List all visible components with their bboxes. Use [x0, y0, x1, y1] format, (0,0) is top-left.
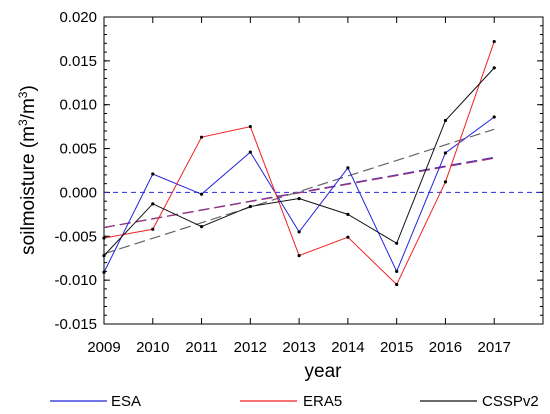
x-tick-label: 2017 — [478, 339, 511, 356]
era5-point — [151, 227, 155, 231]
x-tick-label: 2010 — [136, 339, 169, 356]
csspv2-point — [248, 204, 252, 209]
x-tick-label: 2011 — [185, 339, 217, 356]
x-axis: 2009 2010 2011 2012 2013 2014 2015 2016 2017 — [87, 17, 511, 356]
era5-point — [346, 235, 350, 239]
trend-lines — [103, 128, 495, 255]
era5-trend-line — [103, 157, 495, 229]
csspv2-point — [297, 196, 301, 201]
y-tick-label: -0.015 — [54, 316, 97, 333]
esa-point — [199, 192, 204, 196]
y-tick-label: 0.010 — [59, 97, 97, 114]
csspv2-point — [492, 66, 496, 70]
era5-point — [297, 253, 301, 258]
esa-point — [151, 172, 155, 176]
y-tick-label: -0.005 — [54, 228, 97, 245]
csspv2-point — [346, 212, 350, 216]
esa-point — [395, 269, 399, 273]
csspv2-point — [199, 225, 204, 229]
y-axis-title-exp1: 3 — [16, 119, 30, 126]
csspv2-point — [443, 118, 448, 123]
x-tick-label: 2014 — [331, 339, 364, 356]
y-tick-label: 0.000 — [59, 184, 97, 201]
series-markers — [102, 39, 496, 287]
csspv2-trend-line — [103, 128, 495, 255]
esa-point — [443, 151, 448, 155]
y-axis-title-exp2: 3 — [16, 91, 30, 98]
esa-series-line — [103, 116, 495, 273]
csspv2-point — [102, 253, 106, 258]
csspv2-legend-label: CSSPv2 — [482, 393, 539, 410]
x-tick-label: 2015 — [380, 339, 413, 356]
x-tick-label: 2012 — [234, 339, 267, 356]
esa-point — [248, 150, 252, 154]
y-axis-title: soilmoisture (m3/m3) — [16, 85, 39, 255]
era5-point — [443, 180, 448, 184]
esa-point — [297, 230, 301, 234]
esa-point — [346, 166, 350, 170]
x-tick-label: 2013 — [282, 339, 315, 356]
y-tick-label: 0.005 — [59, 141, 97, 158]
era5-point — [248, 125, 252, 129]
csspv2-series-line — [103, 67, 495, 256]
era5-legend-label: ERA5 — [303, 393, 342, 410]
y-axis: -0.015 -0.010 -0.005 0.000 0.005 0.010 0.015 0.… — [54, 9, 543, 333]
legend: ESA ERA5 CSSPv2 — [50, 393, 539, 410]
series-lines — [103, 41, 495, 286]
x-axis-title: year — [305, 361, 343, 382]
y-axis-title-close: ) — [18, 85, 39, 91]
esa-legend-label: ESA — [111, 393, 141, 410]
y-tick-label: 0.020 — [59, 9, 97, 26]
era5-series-line — [103, 41, 495, 286]
x-tick-label: 2016 — [429, 339, 462, 356]
x-tick-label: 2009 — [87, 339, 120, 356]
csspv2-point — [151, 202, 155, 206]
y-axis-title-mid: /m — [18, 98, 39, 119]
csspv2-point — [395, 241, 399, 245]
y-tick-label: 0.015 — [59, 53, 97, 70]
esa-point — [492, 115, 496, 119]
y-axis-title-main: soilmoisture (m — [18, 126, 39, 255]
plot-frame — [103, 16, 544, 325]
y-tick-label: -0.010 — [54, 272, 97, 289]
era5-point — [102, 236, 106, 240]
era5-point — [492, 39, 496, 44]
era5-point — [395, 282, 399, 287]
era5-point — [199, 135, 204, 139]
esa-point — [102, 270, 106, 274]
